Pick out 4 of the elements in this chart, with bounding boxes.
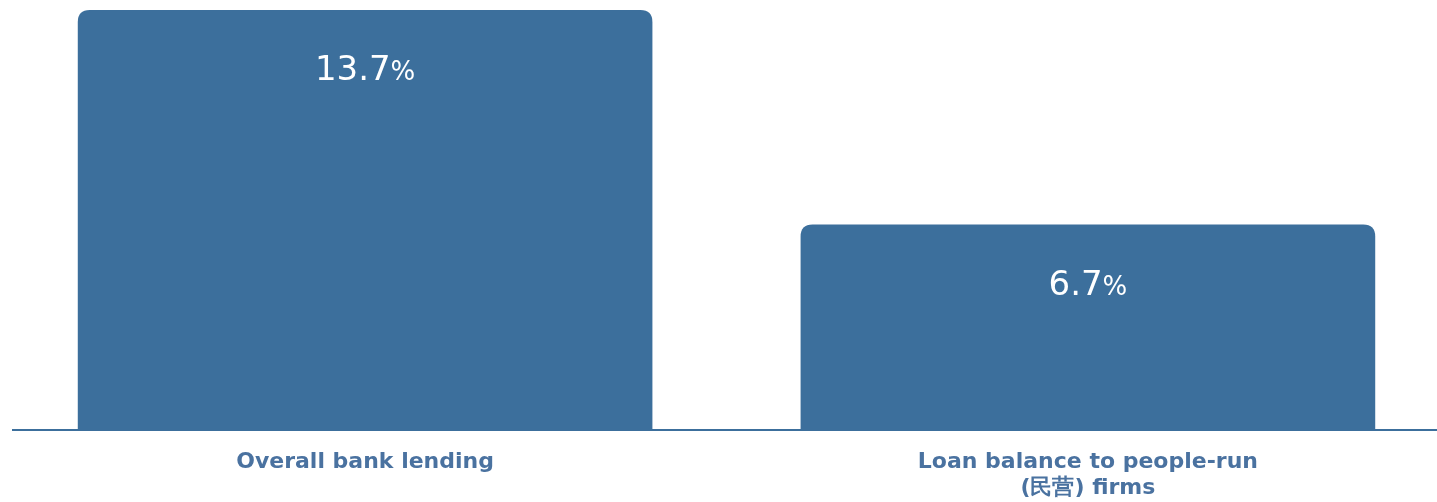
data-label: 13.7% xyxy=(314,48,416,88)
x-tick-label: Loan balance to people-run (民营) firms xyxy=(917,448,1258,499)
data-label: 6.7% xyxy=(1048,262,1128,303)
x-tick-label: Overall bank lending xyxy=(236,448,494,473)
